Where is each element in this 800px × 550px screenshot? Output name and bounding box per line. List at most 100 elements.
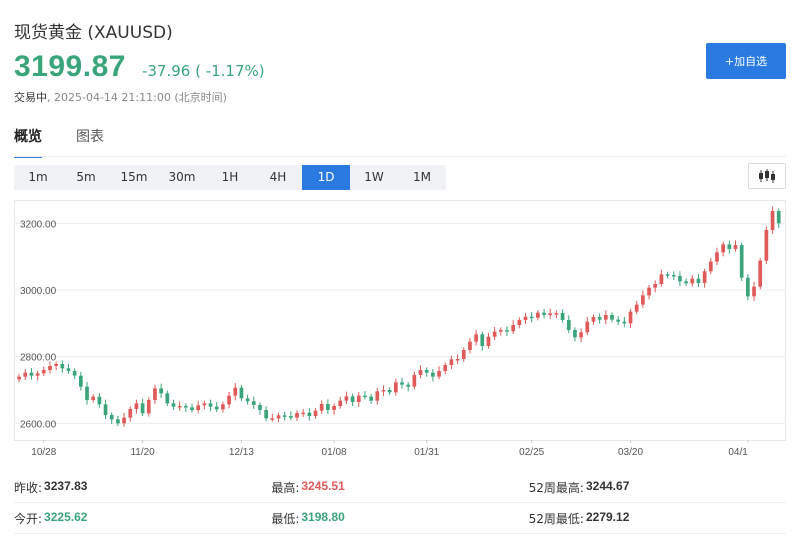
period-15m[interactable]: 15m	[120, 170, 148, 184]
period-30m[interactable]: 30m	[168, 170, 196, 184]
candle-body	[35, 373, 40, 376]
candle-body	[295, 413, 299, 418]
candle-body	[696, 278, 701, 283]
add-to-watchlist-button[interactable]: +加自选	[706, 43, 786, 79]
candle-body	[708, 261, 713, 272]
candle-body	[573, 330, 577, 338]
candle-body	[739, 245, 744, 278]
candle-body	[474, 334, 478, 342]
candle-body	[517, 320, 522, 325]
candle-body	[498, 330, 503, 332]
tabs-divider	[14, 156, 786, 157]
candle-body	[171, 403, 176, 407]
candle-body	[653, 284, 658, 288]
stat-52w-low: 52周最低: 2279.12	[529, 510, 786, 527]
candle-body	[301, 412, 306, 415]
candle-body	[449, 359, 454, 365]
candle-body	[159, 388, 163, 394]
stat-value: 3244.67	[585, 478, 630, 493]
candle-body	[344, 396, 349, 401]
candle-body	[715, 252, 719, 262]
x-tick-label: 12/13	[229, 447, 254, 458]
candle-body	[381, 390, 386, 392]
x-tick-label: 02/25	[519, 447, 544, 458]
price-row: 3199.87 -37.96 ( -1.17%)	[14, 50, 265, 84]
candle-body	[610, 315, 614, 320]
candle-body	[288, 416, 293, 418]
stats-row: 今开: 3225.62 最低: 3198.80 52周最低: 2279.12	[14, 503, 786, 534]
stat-label: 最低:	[271, 511, 300, 526]
x-tick-label: 01/08	[322, 447, 347, 458]
candle-body	[461, 350, 466, 359]
y-tick-label: 3200.00	[20, 219, 57, 230]
candle-body	[227, 395, 231, 405]
candle-body	[727, 244, 732, 249]
candle-body	[406, 384, 411, 387]
candle-body	[585, 321, 590, 333]
candle-body	[66, 368, 71, 371]
candle-body	[17, 376, 21, 380]
x-tick-label: 11/20	[130, 447, 155, 458]
candle-body	[764, 230, 769, 261]
candle-body	[221, 404, 225, 410]
period-1w[interactable]: 1W	[364, 170, 384, 184]
candle-body	[183, 406, 188, 408]
candle-body	[190, 407, 194, 410]
candle-body	[468, 341, 472, 350]
candle-body	[134, 403, 139, 409]
candle-body	[233, 387, 238, 396]
candle-body	[678, 276, 682, 282]
candle-body	[505, 330, 509, 332]
candle-body	[375, 391, 380, 401]
candle-body	[91, 396, 96, 400]
candle-body	[702, 271, 707, 283]
candle-body	[628, 311, 633, 324]
price-chart[interactable]: 3200.00 3000.00 2800.00 2600.00 10/28 11/20 12…	[14, 200, 786, 458]
candle-body	[733, 245, 738, 249]
candle-body	[554, 313, 559, 315]
x-tick-label: 10/28	[31, 447, 56, 458]
candle-body	[23, 372, 28, 377]
stat-label: 今开:	[14, 511, 43, 526]
period-selector: 1m 5m 15m 30m 1H 4H 1D 1W 1M	[14, 165, 446, 190]
x-tick-label: 04/1	[728, 447, 748, 458]
candle-body	[78, 375, 83, 387]
candle-body	[202, 403, 207, 406]
period-5m[interactable]: 5m	[76, 170, 96, 184]
candle-body	[319, 404, 324, 411]
candle-body	[177, 406, 182, 408]
period-4h[interactable]: 4H	[269, 170, 287, 184]
candle-body	[400, 382, 404, 385]
candle-body	[338, 400, 343, 406]
tab-chart[interactable]: 图表	[76, 129, 104, 145]
candlestick-icon	[759, 169, 775, 183]
candle-body	[529, 316, 534, 319]
candle-body	[548, 313, 553, 315]
candle-body	[350, 396, 355, 402]
candle-body	[622, 321, 627, 324]
candle-body	[424, 370, 429, 373]
tab-overview[interactable]: 概览	[14, 126, 42, 158]
stat-open: 今开: 3225.62	[14, 510, 271, 527]
period-1mo[interactable]: 1M	[413, 170, 431, 184]
candle-body	[579, 332, 583, 338]
candle-body	[264, 410, 268, 419]
candle-body	[239, 387, 244, 399]
stat-value: 3245.51	[301, 478, 345, 493]
period-1m[interactable]: 1m	[28, 170, 48, 184]
candle-body	[591, 317, 596, 322]
candle-body	[251, 401, 256, 405]
candle-body	[153, 388, 157, 400]
x-tick-label: 01/31	[414, 447, 439, 458]
candle-body	[443, 365, 448, 371]
current-price: 3199.87	[14, 50, 126, 83]
candlestick-toggle-button[interactable]	[748, 163, 786, 189]
period-1h[interactable]: 1H	[221, 170, 239, 184]
y-tick-label: 2800.00	[20, 353, 57, 364]
candle-body	[536, 312, 540, 318]
candle-body	[393, 382, 398, 393]
period-1d[interactable]: 1D	[302, 165, 350, 190]
timestamp: 2025-04-14 21:11:00 (北京时间)	[54, 91, 227, 104]
candle-body	[721, 244, 726, 253]
trading-status: 交易中, 2025-04-14 21:11:00 (北京时间)	[14, 89, 227, 105]
